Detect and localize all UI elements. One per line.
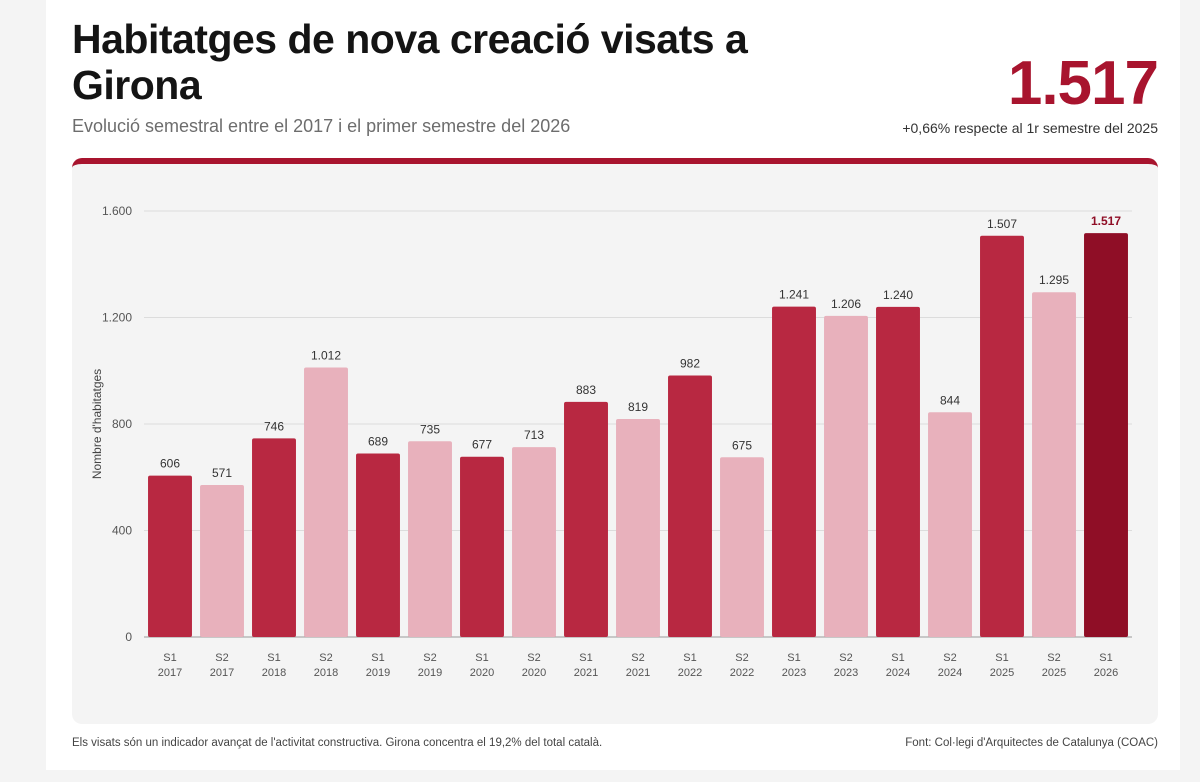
value-label: 675 [732,438,752,452]
bar [772,306,816,637]
x-tick-label: S2 2023 [834,652,858,679]
bar [928,412,972,637]
value-label: 1.012 [311,349,341,363]
bar [720,457,764,637]
x-tick-label: S2 2024 [938,652,962,679]
x-tick-layer: S1 2017 S2 2017 S1 2018 S2 2018 S1 2019 S2 2019 S1 20… [158,652,1118,679]
bar [252,438,296,637]
kpi-value: 1.517 [1007,49,1159,118]
value-label: 1.507 [987,217,1017,231]
bar [200,484,244,637]
bar-chart: 0 400 800 1.200 1.600 606 571 746 1.012 689 735 67… [90,204,1132,679]
value-label: 606 [160,457,180,471]
value-label: 571 [212,466,232,480]
value-label: 1.295 [1039,273,1069,287]
value-label: 1.206 [831,297,861,311]
bar [460,456,504,637]
y-tick-label: 1.600 [102,204,132,218]
x-tick-label: S1 2019 [366,652,390,679]
bar [824,315,868,637]
bar-layer [148,233,1128,637]
bar [564,401,608,637]
x-tick-label: S1 2020 [470,652,494,679]
x-tick-label: S2 2020 [522,652,546,679]
y-tick-label: 800 [112,417,132,431]
bar [876,306,920,637]
chart-card: 0 400 800 1.200 1.600 606 571 746 1.012 689 735 67… [72,158,1158,724]
value-label: 746 [264,419,284,433]
y-axis-label: Nombre d'habitatges [90,369,104,479]
bar [980,235,1024,637]
footer-note: Els visats són un indicador avançat de l… [72,737,603,749]
x-tick-label: S2 2018 [314,652,338,679]
value-label: 982 [680,357,700,371]
footer-source: Font: Col·legi d'Arquitectes de Cataluny… [905,737,1158,749]
page-subtitle: Evolució semestral entre el 2017 i el pr… [72,116,571,136]
value-label: 819 [628,400,648,414]
value-label: 844 [940,393,960,407]
value-label: 689 [368,435,388,449]
infographic-page: Habitatges de nova creació visats a Giro… [46,0,1180,770]
bar [668,375,712,637]
value-label-layer: 606 571 746 1.012 689 735 677 713 883 819 982 675 1.… [160,214,1121,480]
x-tick-label: S1 2023 [782,652,806,679]
page-title: Habitatges de nova creació visats a Giro… [72,16,748,108]
x-tick-label: S1 2021 [574,652,598,679]
bar [304,367,348,637]
x-tick-label: S2 2019 [418,652,442,679]
value-label: 713 [524,428,544,442]
bar [512,447,556,637]
x-tick-label: S1 2025 [990,652,1014,679]
x-tick-label: S2 2022 [730,652,754,679]
value-label: 677 [472,438,492,452]
bar [356,453,400,637]
x-tick-label: S1 2018 [262,652,286,679]
y-tick-label: 1.200 [102,311,132,325]
x-tick-label: S1 2017 [158,652,182,679]
kpi-note: +0,66% respecte al 1r semestre del 2025 [902,120,1158,136]
x-tick-label: S1 2024 [886,652,910,679]
x-tick-label: S1 2026 [1094,652,1118,679]
value-label: 1.517 [1091,214,1121,228]
bar [1084,233,1128,637]
x-tick-label: S2 2021 [626,652,650,679]
bar [148,475,192,637]
value-label: 1.241 [779,288,809,302]
bar [616,418,660,637]
value-label: 735 [420,422,440,436]
x-tick-label: S2 2025 [1042,652,1066,679]
bar [1032,292,1076,637]
y-tick-label: 0 [125,630,132,644]
bar [408,441,452,637]
y-tick-label: 400 [112,524,132,538]
x-tick-label: S1 2022 [678,652,702,679]
value-label: 883 [576,383,596,397]
x-tick-label: S2 2017 [210,652,234,679]
value-label: 1.240 [883,288,913,302]
